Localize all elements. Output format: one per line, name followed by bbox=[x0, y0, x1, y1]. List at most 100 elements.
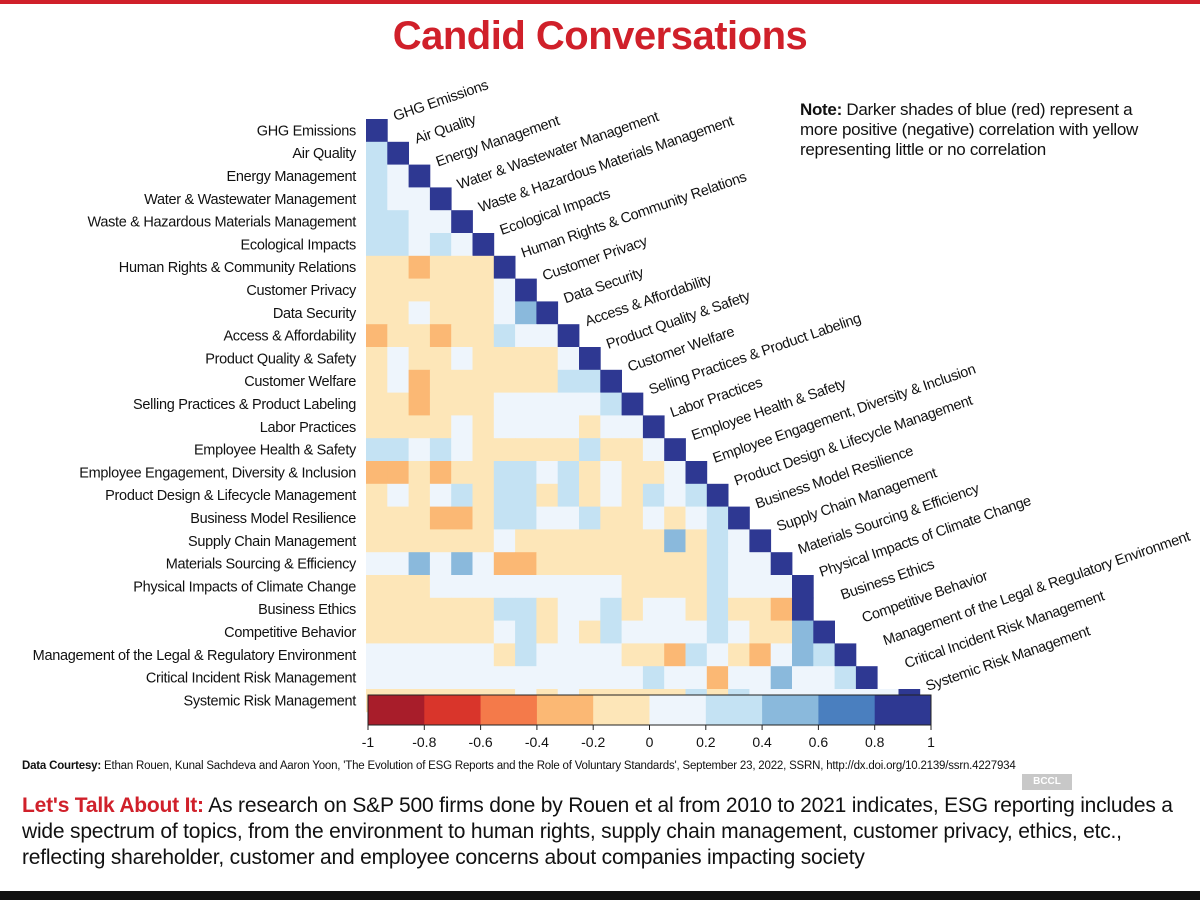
heatmap-cell bbox=[366, 529, 388, 553]
heatmap-cell bbox=[451, 575, 473, 599]
heatmap-cell bbox=[621, 529, 644, 553]
heatmap-cell bbox=[664, 575, 686, 599]
heatmap-cell bbox=[515, 278, 537, 302]
heatmap-cell bbox=[408, 278, 431, 302]
heatmap-cell bbox=[472, 392, 495, 416]
heatmap-cell bbox=[536, 575, 559, 599]
heatmap-cell bbox=[685, 575, 708, 599]
heatmap-cell bbox=[706, 575, 729, 599]
heatmap-cell bbox=[493, 552, 516, 576]
heatmap-cell bbox=[366, 255, 388, 279]
heatmap-cell bbox=[642, 643, 665, 667]
heatmap-cell bbox=[366, 301, 388, 325]
heatmap-cell bbox=[557, 666, 580, 690]
heatmap-cell bbox=[515, 552, 537, 576]
heatmap-cell bbox=[408, 575, 431, 599]
heatmap-cell bbox=[429, 415, 452, 439]
heatmap-cell bbox=[813, 643, 835, 667]
row-label: Business Ethics bbox=[258, 602, 356, 618]
heatmap-cell bbox=[834, 643, 857, 667]
heatmap-cell bbox=[387, 643, 409, 667]
heatmap-cell bbox=[557, 438, 580, 462]
heatmap-cell bbox=[515, 369, 537, 393]
heatmap-cell bbox=[451, 347, 473, 371]
heatmap-cell bbox=[429, 506, 452, 530]
heatmap-cell bbox=[621, 666, 644, 690]
heatmap-cell bbox=[536, 301, 559, 325]
heatmap-cell bbox=[728, 620, 750, 644]
heatmap-cell bbox=[642, 552, 665, 576]
heatmap-cell bbox=[749, 666, 772, 690]
heatmap-cell bbox=[493, 666, 516, 690]
heatmap-cell bbox=[621, 392, 644, 416]
row-label: Human Rights & Community Relations bbox=[119, 260, 356, 276]
heatmap-cell bbox=[536, 529, 559, 553]
heatmap-cell bbox=[408, 552, 431, 576]
heatmap-cell bbox=[387, 347, 409, 371]
heatmap-cell bbox=[515, 506, 537, 530]
heatmap-cell bbox=[451, 324, 473, 348]
colorbar-tick-label: 0.2 bbox=[696, 734, 716, 750]
heatmap-cell bbox=[749, 597, 772, 621]
heatmap-cell bbox=[493, 575, 516, 599]
heatmap-cell bbox=[664, 483, 686, 507]
row-label: Customer Privacy bbox=[246, 283, 357, 299]
heatmap-cell bbox=[451, 461, 473, 485]
heatmap-cell bbox=[749, 552, 772, 576]
heatmap-cell bbox=[579, 415, 601, 439]
data-courtesy: Data Courtesy: Ethan Rouen, Kunal Sachde… bbox=[22, 760, 1182, 772]
heatmap-cell bbox=[834, 666, 857, 690]
heatmap-cell bbox=[557, 415, 580, 439]
heatmap-cell bbox=[515, 575, 537, 599]
heatmap-cell bbox=[600, 552, 622, 576]
heatmap-cell bbox=[366, 369, 388, 393]
correlation-heatmap: GHG Emissions Air Quality Energy Managemen… bbox=[33, 77, 1193, 750]
heatmap-cell bbox=[600, 529, 622, 553]
heatmap-cell bbox=[493, 347, 516, 371]
heatmap-cell bbox=[451, 255, 473, 279]
row-label: Labor Practices bbox=[260, 420, 356, 436]
heatmap-cell bbox=[685, 529, 708, 553]
heatmap-cell bbox=[493, 438, 516, 462]
heatmap-cell bbox=[366, 620, 388, 644]
heatmap-cell bbox=[472, 461, 495, 485]
heatmap-cell bbox=[387, 301, 409, 325]
heatmap-cell bbox=[579, 438, 601, 462]
heatmap-cell bbox=[685, 643, 708, 667]
heatmap-cell bbox=[366, 506, 388, 530]
note-text: Darker shades of blue (red) represent a … bbox=[800, 100, 1139, 159]
heatmap-cell bbox=[515, 620, 537, 644]
heatmap-cell bbox=[706, 597, 729, 621]
heatmap-cell bbox=[792, 575, 814, 599]
heatmap-cell bbox=[557, 483, 580, 507]
heatmap-cell bbox=[664, 529, 686, 553]
heatmap-cell bbox=[429, 597, 452, 621]
top-rule bbox=[0, 0, 1200, 4]
heatmap-cell bbox=[557, 506, 580, 530]
heatmap-cell bbox=[472, 369, 495, 393]
heatmap-cell bbox=[472, 347, 495, 371]
heatmap-cell bbox=[472, 301, 495, 325]
heatmap-cell bbox=[493, 643, 516, 667]
heatmap-cell bbox=[429, 666, 452, 690]
row-label: Access & Affordability bbox=[223, 329, 357, 345]
heatmap-cell bbox=[600, 369, 622, 393]
row-label: Employee Engagement, Diversity & Inclusi… bbox=[79, 465, 356, 481]
heatmap-cell bbox=[536, 415, 559, 439]
heatmap-cell bbox=[515, 415, 537, 439]
heatmap-cell bbox=[600, 438, 622, 462]
colorbar-tick-label: 0.8 bbox=[865, 734, 885, 750]
heatmap-cell bbox=[493, 597, 516, 621]
heatmap-cell bbox=[557, 392, 580, 416]
heatmap-cell bbox=[366, 210, 388, 234]
colorbar-segment bbox=[424, 695, 481, 725]
heatmap-cell bbox=[451, 392, 473, 416]
heatmap-cell bbox=[429, 529, 452, 553]
heatmap-cell bbox=[621, 438, 644, 462]
heatmap-cell bbox=[600, 666, 622, 690]
heatmap-cell bbox=[706, 666, 729, 690]
heatmap-cell bbox=[770, 620, 793, 644]
heatmap-cell bbox=[536, 666, 559, 690]
heatmap-cell bbox=[600, 597, 622, 621]
heatmap-cell bbox=[557, 552, 580, 576]
